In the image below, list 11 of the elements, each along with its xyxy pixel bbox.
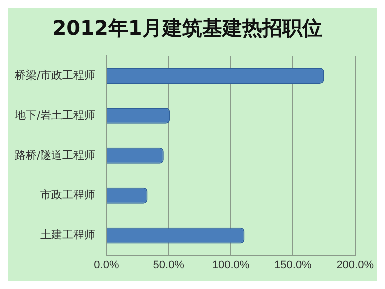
x-tick-label: 100.0% <box>212 259 250 272</box>
x-tick-label: 50.0% <box>153 259 185 272</box>
y-tick-label: 地下/岩土工程师 <box>14 108 96 122</box>
y-tick-label: 路桥/隧道工程师 <box>14 148 96 162</box>
y-tick-label: 土建工程师 <box>40 228 96 242</box>
x-tick-label: 0.0% <box>94 259 120 272</box>
y-tick-label: 市政工程师 <box>40 188 96 202</box>
x-tick-label: 200.0% <box>336 259 374 272</box>
x-tick-label: 150.0% <box>274 259 312 272</box>
chart-title: 2012年1月建筑基建热招职位 <box>52 16 322 40</box>
y-tick-label: 桥梁/市政工程师 <box>14 68 96 82</box>
